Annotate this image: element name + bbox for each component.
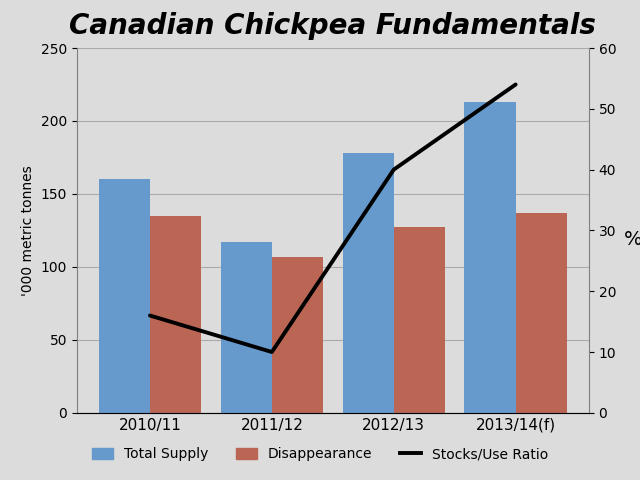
Bar bbox=[394, 228, 445, 413]
Bar bbox=[150, 216, 201, 413]
Bar bbox=[465, 102, 516, 413]
Y-axis label: '000 metric tonnes: '000 metric tonnes bbox=[21, 165, 35, 296]
Y-axis label: %: % bbox=[623, 230, 640, 250]
Bar bbox=[99, 180, 150, 413]
Bar bbox=[221, 242, 272, 413]
Bar bbox=[516, 213, 567, 413]
Title: Canadian Chickpea Fundamentals: Canadian Chickpea Fundamentals bbox=[69, 12, 596, 40]
Bar bbox=[342, 153, 394, 413]
Bar bbox=[272, 257, 323, 413]
Legend: Total Supply, Disappearance, Stocks/Use Ratio: Total Supply, Disappearance, Stocks/Use … bbox=[84, 440, 556, 468]
